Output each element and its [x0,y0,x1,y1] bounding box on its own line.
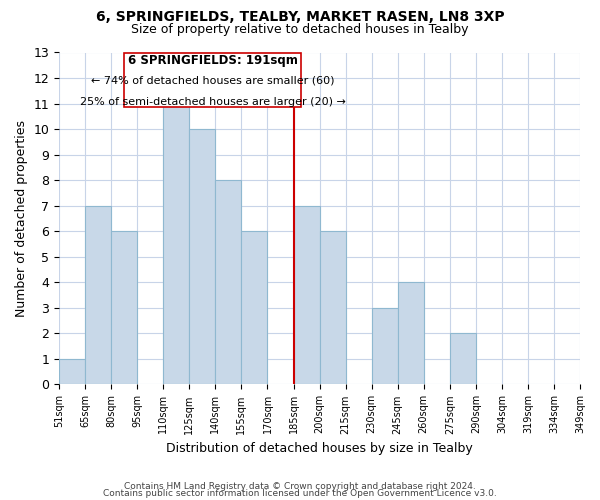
Text: ← 74% of detached houses are smaller (60): ← 74% of detached houses are smaller (60… [91,76,335,86]
X-axis label: Distribution of detached houses by size in Tealby: Distribution of detached houses by size … [166,442,473,455]
Text: Contains HM Land Registry data © Crown copyright and database right 2024.: Contains HM Land Registry data © Crown c… [124,482,476,491]
Bar [85,206,111,384]
Bar [111,231,137,384]
Bar [371,308,398,384]
Text: 25% of semi-detached houses are larger (20) →: 25% of semi-detached houses are larger (… [80,98,346,108]
Text: Size of property relative to detached houses in Tealby: Size of property relative to detached ho… [131,22,469,36]
Bar [450,334,476,384]
Bar [241,231,268,384]
Text: 6 SPRINGFIELDS: 191sqm: 6 SPRINGFIELDS: 191sqm [128,54,298,67]
Bar [398,282,424,384]
Bar [320,231,346,384]
Text: Contains public sector information licensed under the Open Government Licence v3: Contains public sector information licen… [103,490,497,498]
Bar [59,359,85,384]
Bar [190,129,215,384]
Y-axis label: Number of detached properties: Number of detached properties [15,120,28,317]
Bar [215,180,241,384]
Bar [293,206,320,384]
Bar [163,104,190,384]
FancyBboxPatch shape [124,52,301,108]
Text: 6, SPRINGFIELDS, TEALBY, MARKET RASEN, LN8 3XP: 6, SPRINGFIELDS, TEALBY, MARKET RASEN, L… [95,10,505,24]
